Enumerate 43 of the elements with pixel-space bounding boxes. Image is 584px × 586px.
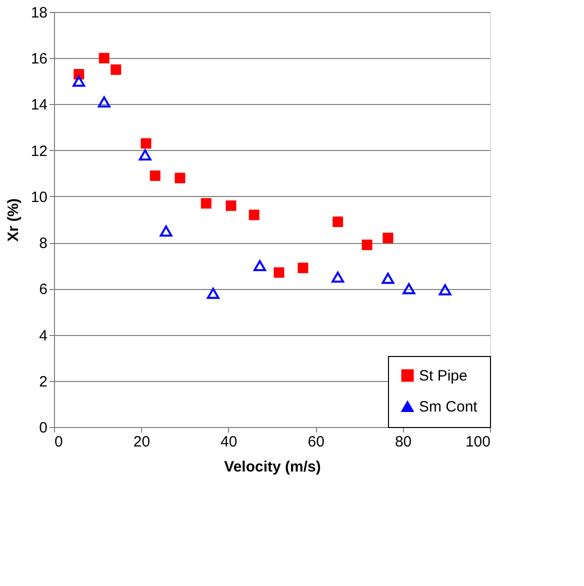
y-tick-label: 0 bbox=[39, 420, 48, 436]
legend-label: Sm Cont bbox=[419, 398, 478, 416]
point bbox=[98, 96, 110, 108]
point bbox=[226, 200, 236, 211]
point bbox=[206, 288, 220, 299]
y-tick-label: 8 bbox=[39, 235, 48, 252]
point bbox=[362, 240, 372, 250]
point bbox=[160, 225, 172, 237]
x-tick-label: 60 bbox=[308, 434, 324, 450]
point bbox=[382, 272, 394, 284]
point bbox=[254, 260, 266, 272]
point bbox=[140, 138, 152, 149]
point bbox=[200, 198, 212, 209]
y-tick-label: 18 bbox=[30, 4, 48, 22]
y-tick-label: 10 bbox=[30, 188, 48, 206]
x-tick-label: 0 bbox=[54, 434, 63, 450]
point bbox=[332, 272, 344, 283]
y-tick-label: 16 bbox=[30, 50, 48, 68]
y-tick-label: 14 bbox=[30, 96, 48, 114]
y-tick-label: 4 bbox=[39, 327, 48, 344]
point bbox=[72, 76, 86, 87]
x-tick-label: 100 bbox=[465, 434, 490, 450]
x-tick-label: 40 bbox=[220, 434, 238, 450]
x-axis-title: Velocity (m/s) bbox=[224, 458, 321, 476]
point bbox=[332, 216, 344, 228]
point bbox=[138, 149, 152, 160]
point bbox=[438, 284, 452, 296]
y-tick-label: 12 bbox=[30, 142, 48, 160]
y-axis-title: Xr (%) bbox=[4, 198, 22, 242]
point bbox=[174, 172, 186, 184]
x-tick-label: 80 bbox=[394, 434, 412, 450]
point bbox=[110, 64, 122, 75]
point bbox=[98, 52, 110, 64]
point bbox=[298, 262, 308, 274]
point bbox=[248, 210, 260, 220]
y-tick-label: 2 bbox=[39, 373, 48, 390]
y-tick-label: 6 bbox=[39, 281, 48, 298]
point bbox=[150, 170, 160, 181]
x-tick-label: 20 bbox=[133, 434, 150, 450]
legend-label: St Pipe bbox=[419, 368, 468, 384]
point bbox=[382, 232, 394, 244]
point bbox=[274, 267, 284, 278]
point bbox=[402, 283, 416, 294]
